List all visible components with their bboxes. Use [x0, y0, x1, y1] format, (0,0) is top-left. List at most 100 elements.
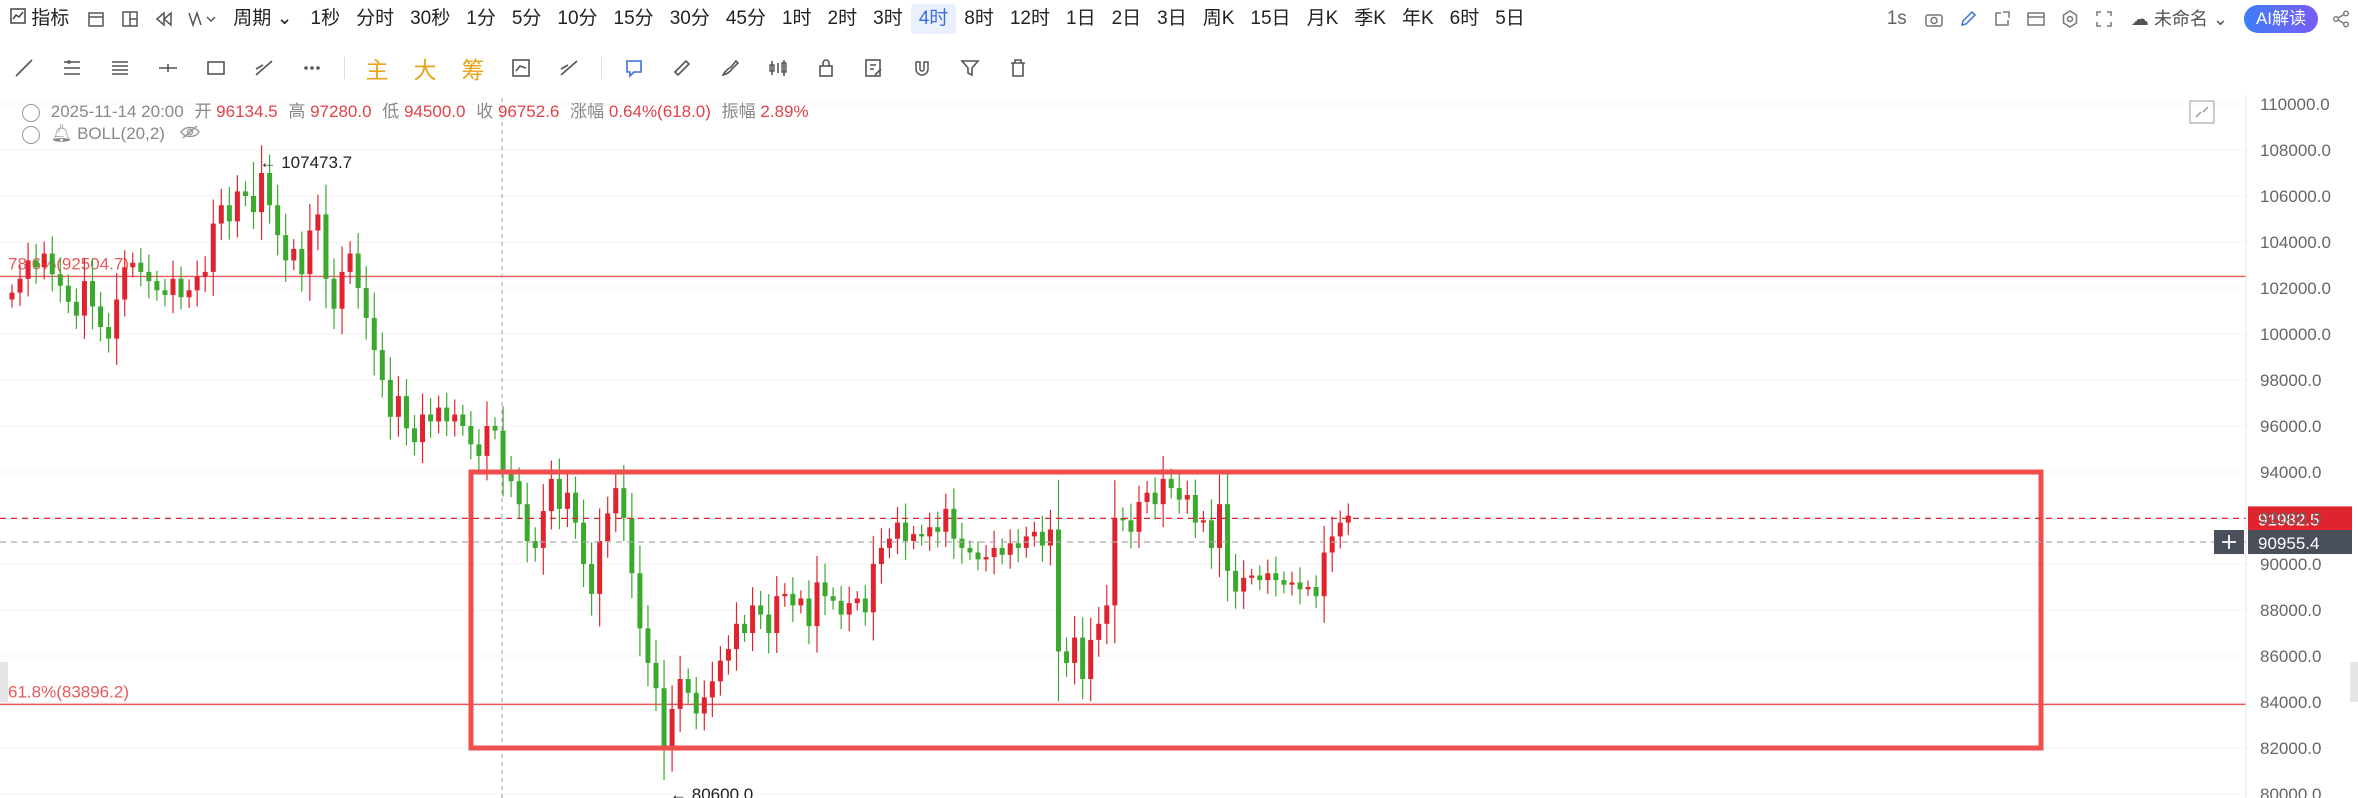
period-option[interactable]: 1时	[781, 8, 812, 29]
candle-body	[782, 593, 788, 597]
interval-label[interactable]: 1s	[1886, 8, 1907, 29]
candle-body	[299, 248, 305, 275]
period-selector[interactable]: 周期 ⌄	[223, 4, 302, 34]
period-option[interactable]: 1秒	[310, 8, 341, 29]
candle-body	[275, 205, 281, 236]
settings-icon[interactable]	[2053, 4, 2087, 34]
candle-body	[468, 426, 474, 445]
period-option[interactable]: 10分	[557, 8, 598, 29]
period-option[interactable]: 8时	[964, 8, 994, 29]
period-option[interactable]: 2日	[1111, 8, 1142, 29]
candle-body	[999, 547, 1005, 555]
big-order-toggle[interactable]: 大	[413, 57, 437, 83]
period-option[interactable]: 5日	[1495, 8, 1525, 29]
period-option[interactable]: 6时	[1449, 8, 1480, 29]
candle-body	[492, 426, 498, 431]
cloud-layout-selector[interactable]: ☁ 未命名 ⌄	[2121, 4, 2238, 34]
chart-type-icon[interactable]	[181, 4, 223, 34]
period-option[interactable]: 月K	[1306, 8, 1339, 29]
candle-body	[967, 547, 973, 553]
camera-icon[interactable]	[1917, 4, 1951, 34]
share-window-icon[interactable]	[1985, 4, 2019, 34]
indicator-button[interactable]: 指标	[0, 4, 79, 34]
template-icon[interactable]	[2019, 4, 2053, 34]
candle-body	[758, 605, 764, 615]
edit-note-icon[interactable]	[850, 51, 898, 85]
candle-body	[742, 623, 748, 633]
period-option[interactable]: 15日	[1250, 8, 1291, 29]
candle-body	[581, 522, 587, 564]
candle-body	[202, 271, 208, 277]
more-tools-icon[interactable]	[288, 51, 336, 85]
candle-body	[814, 582, 820, 627]
filter-icon[interactable]	[946, 51, 994, 85]
indicator-template-icon[interactable]	[497, 51, 545, 85]
period-option[interactable]: 季K	[1354, 8, 1386, 29]
close-value: 96752.6	[497, 102, 560, 121]
price-tick-label: 94000.0	[2260, 463, 2321, 482]
measure-icon[interactable]	[240, 51, 288, 85]
collapse-toggle-icon[interactable]	[22, 103, 40, 122]
magnet-icon[interactable]	[898, 51, 946, 85]
candle-body	[234, 191, 240, 222]
period-option[interactable]: 5分	[511, 8, 542, 29]
period-option[interactable]: 分时	[356, 8, 395, 29]
lock-icon[interactable]	[802, 51, 850, 85]
horizontal-ray-icon[interactable]	[144, 51, 192, 85]
parallel-channel-icon[interactable]	[48, 51, 96, 85]
indicator-label: 指标	[31, 8, 70, 29]
period-option[interactable]: 15分	[613, 8, 654, 29]
period-option[interactable]: 3时	[873, 8, 903, 29]
ai-interpret-button[interactable]: AI解读	[2243, 5, 2318, 33]
candle-body	[1208, 520, 1214, 548]
share-icon[interactable]	[2324, 4, 2358, 34]
annotation-icon[interactable]	[610, 51, 658, 85]
ruler-icon[interactable]	[658, 51, 706, 85]
price-tick-label: 108000.0	[2260, 141, 2331, 160]
scroll-left-handle[interactable]	[0, 662, 8, 702]
open-label: 开	[194, 102, 212, 121]
chart-line-icon	[10, 8, 31, 29]
period-option[interactable]: 12时	[1009, 8, 1050, 29]
layout-icon[interactable]	[113, 4, 147, 34]
chip-distribution-toggle[interactable]: 筹	[461, 57, 485, 83]
replay-icon[interactable]	[147, 4, 181, 34]
compare-icon[interactable]	[754, 51, 802, 85]
period-option[interactable]: 3日	[1157, 8, 1187, 29]
period-option[interactable]: 4时	[910, 4, 957, 34]
candle-body	[516, 481, 522, 505]
line-style-icon[interactable]	[545, 51, 593, 85]
pencil-icon[interactable]	[1951, 4, 1985, 34]
period-option[interactable]: 45分	[725, 8, 766, 29]
bell-icon[interactable]: 🔔︎	[50, 124, 73, 143]
candle-body	[41, 253, 47, 268]
trash-icon[interactable]	[994, 51, 1042, 85]
candle-body	[420, 414, 426, 443]
fullscreen-icon[interactable]	[2087, 4, 2121, 34]
period-option[interactable]: 2时	[827, 8, 858, 29]
period-option[interactable]: 30秒	[410, 8, 451, 29]
collapse-toggle-icon[interactable]	[22, 125, 40, 144]
rectangle-icon[interactable]	[192, 51, 240, 85]
candle-body	[653, 662, 659, 689]
period-option[interactable]: 1日	[1066, 8, 1096, 29]
period-option[interactable]: 年K	[1401, 8, 1434, 29]
candle-body	[65, 285, 71, 302]
candle-body	[73, 301, 79, 316]
horizontal-lines-icon[interactable]	[96, 51, 144, 85]
calendar-icon[interactable]	[79, 4, 113, 34]
brush-icon[interactable]	[706, 51, 754, 85]
period-option[interactable]: 周K	[1202, 8, 1235, 29]
period-option[interactable]: 30分	[669, 8, 710, 29]
cursor-price-tag	[2248, 530, 2352, 555]
period-option[interactable]: 1分	[466, 8, 496, 29]
expand-chart-icon[interactable]	[2189, 100, 2215, 124]
main-chart-toggle[interactable]: 主	[365, 57, 389, 83]
visibility-off-icon[interactable]	[179, 124, 200, 143]
trend-line-icon[interactable]	[0, 51, 48, 85]
indicator-name: BOLL(20,2)	[77, 124, 165, 143]
consolidation-range-box[interactable]	[468, 469, 2044, 751]
scroll-right-handle[interactable]	[2350, 662, 2358, 702]
candle-body	[106, 327, 112, 339]
